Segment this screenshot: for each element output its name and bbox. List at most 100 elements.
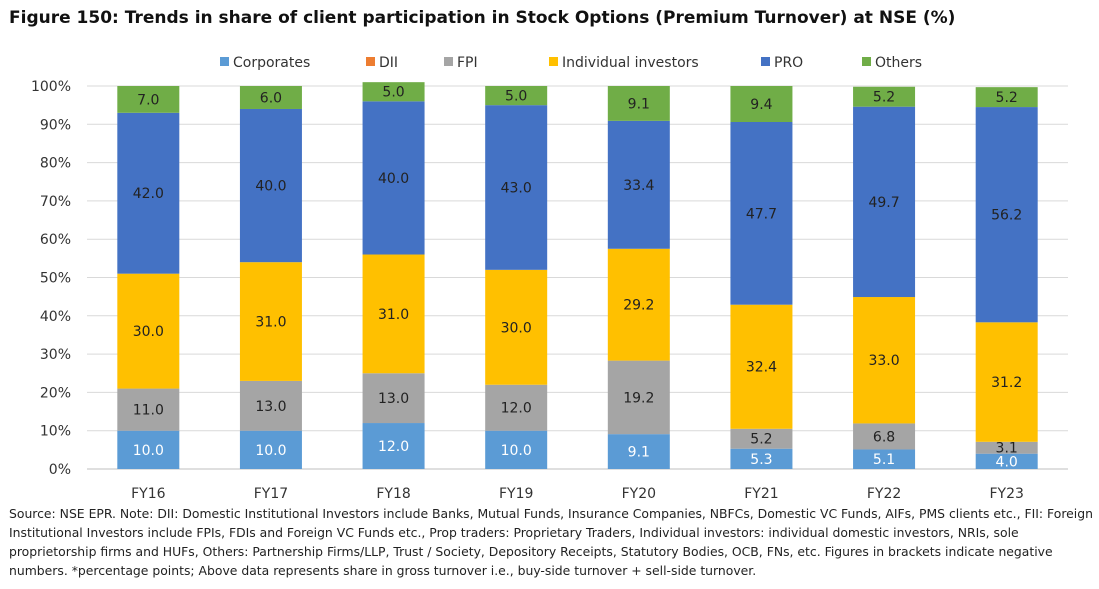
bar-segment-others <box>975 87 1038 108</box>
bar-segment-individual-investors <box>730 304 793 429</box>
data-label: 12.0 <box>501 401 532 417</box>
bar-segment-others <box>853 86 916 107</box>
legend-swatch <box>366 57 375 66</box>
bar-segment-individual-investors <box>485 269 548 385</box>
data-label: 30.0 <box>501 320 532 336</box>
x-tick-label: FY20 <box>622 486 656 502</box>
bar-segment-individual-investors <box>853 297 916 424</box>
bar-segment-fpi <box>239 380 302 431</box>
x-tick-label: FY22 <box>867 486 901 502</box>
data-label: 31.0 <box>378 307 409 323</box>
data-label: 9.1 <box>628 96 650 112</box>
bar-segment-pro <box>975 107 1038 323</box>
bar-segment-others <box>362 82 425 102</box>
bar-segment-pro <box>117 112 180 274</box>
data-label: 6.0 <box>260 90 282 106</box>
data-label: 10.0 <box>133 443 164 459</box>
data-label: 5.2 <box>750 432 772 448</box>
data-label: 10.0 <box>501 443 532 459</box>
legend-label: Corporates <box>233 55 310 71</box>
bar-segment-corporates <box>362 423 425 469</box>
data-label: 31.2 <box>991 375 1022 391</box>
bar-segment-others <box>607 86 670 121</box>
data-label: 33.4 <box>623 178 654 194</box>
legend-swatch <box>444 57 453 66</box>
data-label: 5.2 <box>996 90 1018 106</box>
data-label: 5.0 <box>505 89 527 105</box>
data-label: 9.1 <box>628 445 650 461</box>
data-label: 29.2 <box>623 298 654 314</box>
chart-title: Figure 150: Trends in share of client pa… <box>9 8 956 28</box>
bar-segment-individual-investors <box>607 248 670 361</box>
y-tick-label: 50% <box>40 271 71 287</box>
legend-label: Others <box>875 55 922 71</box>
data-label: 5.1 <box>873 452 895 468</box>
bar-segment-fpi <box>853 423 916 450</box>
bar-segment-pro <box>362 101 425 255</box>
data-label: 9.4 <box>750 97 772 113</box>
legend-swatch <box>549 57 558 66</box>
chart-legend: Corporates DII FPI Individual investors PRO O… <box>220 55 922 71</box>
bar-segment-corporates <box>975 453 1038 469</box>
legend-swatch <box>220 57 229 66</box>
data-label: 40.0 <box>255 179 286 195</box>
bar-segment-pro <box>485 105 548 270</box>
data-label: 43.0 <box>501 180 532 196</box>
y-tick-label: 70% <box>40 194 71 210</box>
y-tick-label: 10% <box>40 424 71 440</box>
data-label: 7.0 <box>137 92 159 108</box>
bar-segment-fpi <box>607 360 670 435</box>
data-label: 31.0 <box>255 315 286 331</box>
legend-label: DII <box>379 55 398 71</box>
x-tick-label: FY23 <box>989 486 1023 502</box>
bar-segment-pro <box>853 106 916 298</box>
data-label: 42.0 <box>133 186 164 202</box>
bar-segment-fpi <box>362 373 425 424</box>
bar-segment-others <box>117 86 180 113</box>
bar-segment-others <box>239 86 302 109</box>
data-label: 3.1 <box>996 441 1018 457</box>
bar-segment-fpi <box>975 441 1038 454</box>
bar-segment-individual-investors <box>239 262 302 381</box>
y-tick-label: 60% <box>40 232 71 248</box>
data-label: 11.0 <box>133 403 164 419</box>
bar-segment-fpi <box>730 428 793 449</box>
bar-segment-corporates <box>117 430 180 469</box>
data-label: 13.0 <box>378 391 409 407</box>
bar-segment-fpi <box>485 384 548 431</box>
data-label: 5.2 <box>873 90 895 106</box>
y-tick-label: 80% <box>40 156 71 172</box>
data-label: 47.7 <box>746 206 777 222</box>
bar-segment-individual-investors <box>362 254 425 374</box>
data-label: 56.2 <box>991 208 1022 224</box>
y-axis: 0% 10% 20% 30% 40% 50% 60% 70% 80% 90% 100% <box>31 79 71 478</box>
data-label: 6.8 <box>873 429 895 445</box>
data-label: 10.0 <box>255 443 286 459</box>
data-label: 19.2 <box>623 390 654 406</box>
data-label: 4.0 <box>996 454 1018 470</box>
y-tick-label: 90% <box>40 117 71 133</box>
x-tick-label: FY16 <box>131 486 166 502</box>
bar-segment-individual-investors <box>117 273 180 389</box>
data-label: 49.7 <box>868 195 899 211</box>
data-label: 5.0 <box>382 85 404 101</box>
source-note: Source: NSE EPR. Note: DII: Domestic Ins… <box>9 506 1093 578</box>
y-tick-label: 100% <box>31 79 71 95</box>
bar-segment-others <box>485 86 548 106</box>
legend-label: Individual investors <box>562 55 699 71</box>
data-label: 40.0 <box>378 171 409 187</box>
data-label: 12.0 <box>378 439 409 455</box>
bar-segment-pro <box>607 120 670 249</box>
bar-segment-individual-investors <box>975 322 1038 442</box>
y-tick-label: 20% <box>40 385 71 401</box>
bar-segment-fpi <box>117 388 180 431</box>
bar-segment-corporates <box>607 434 670 469</box>
bar-segment-corporates <box>853 449 916 469</box>
bar-segment-pro <box>730 122 793 305</box>
chart-bars: 10.0 11.0 30.0 42.0 7.0 10.0 13.0 31.0 40.0 6.0 12… <box>117 82 1038 470</box>
chart-gridlines <box>87 85 1068 470</box>
bar-segment-corporates <box>485 430 548 469</box>
stacked-bar-chart: Corporates DII FPI Individual investors PRO O… <box>31 55 1068 502</box>
data-label: 13.0 <box>255 399 286 415</box>
x-tick-label: FY18 <box>376 486 410 502</box>
